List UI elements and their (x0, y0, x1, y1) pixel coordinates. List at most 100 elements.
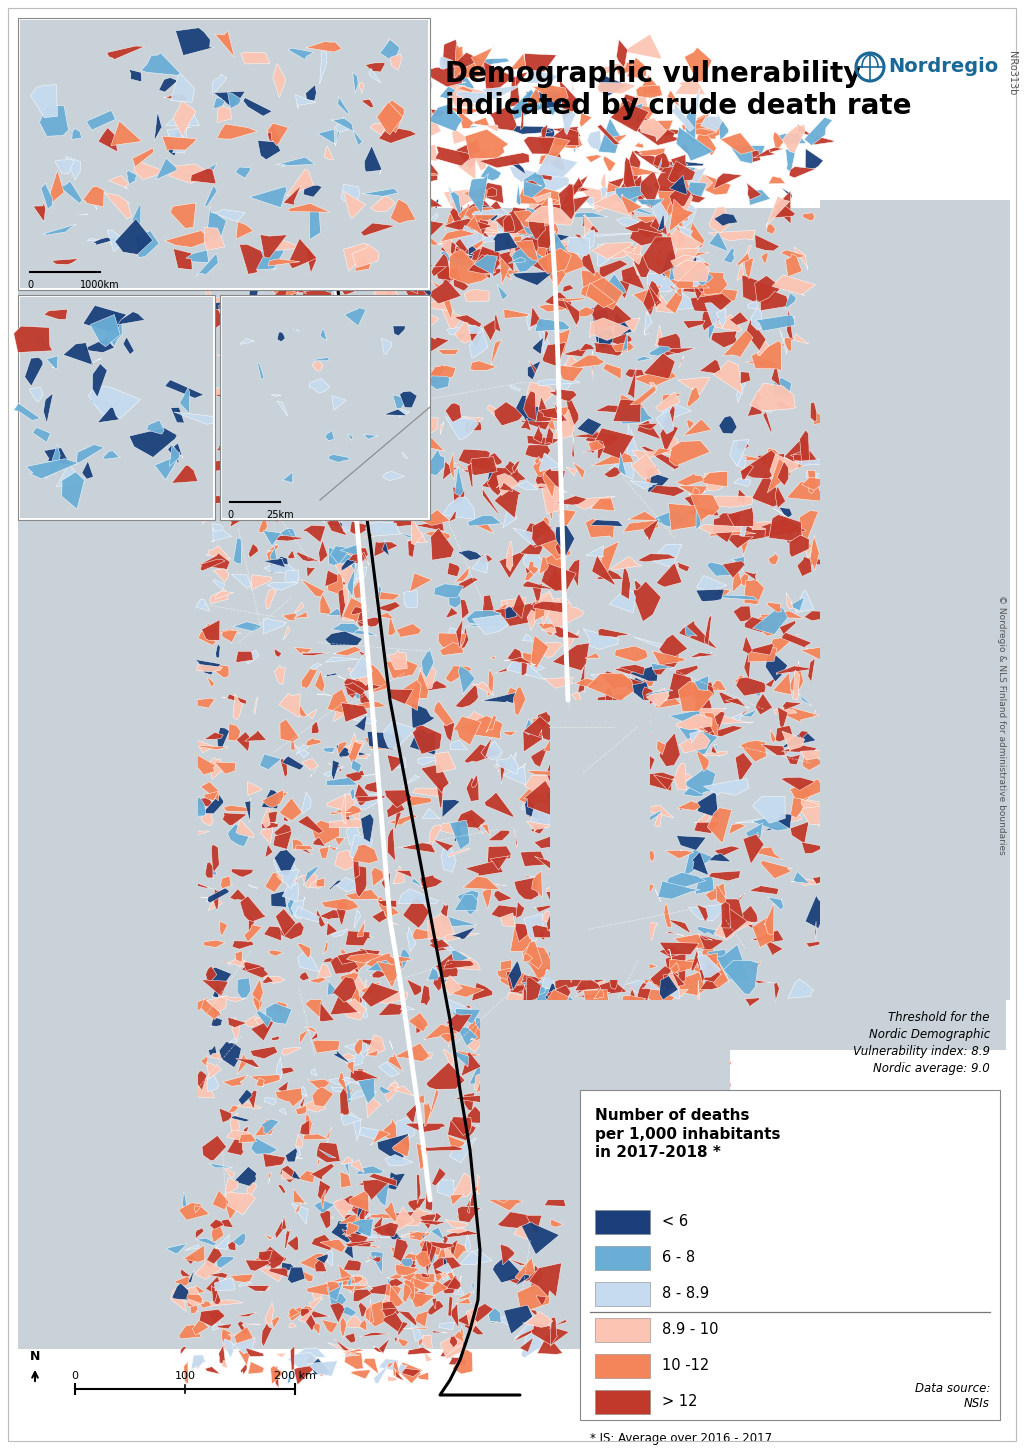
Polygon shape (600, 1020, 627, 1043)
Polygon shape (344, 1243, 353, 1258)
Polygon shape (259, 753, 282, 769)
Polygon shape (216, 643, 220, 658)
Polygon shape (446, 627, 463, 648)
Polygon shape (507, 649, 523, 664)
Polygon shape (802, 213, 815, 220)
Polygon shape (232, 1233, 246, 1246)
Polygon shape (546, 891, 570, 911)
Polygon shape (409, 1013, 428, 1032)
Polygon shape (528, 212, 546, 239)
Polygon shape (309, 207, 322, 239)
Polygon shape (450, 454, 455, 480)
Polygon shape (356, 1166, 384, 1174)
Polygon shape (204, 940, 225, 948)
Polygon shape (352, 129, 362, 145)
Polygon shape (369, 1282, 396, 1295)
Bar (595, 1390, 650, 1414)
Polygon shape (541, 804, 573, 814)
Polygon shape (397, 1365, 408, 1372)
Polygon shape (505, 607, 517, 619)
Polygon shape (409, 448, 429, 471)
Polygon shape (703, 713, 718, 736)
Polygon shape (378, 613, 394, 619)
Polygon shape (408, 1198, 426, 1213)
Polygon shape (340, 1084, 349, 1117)
Polygon shape (611, 556, 642, 569)
Polygon shape (810, 535, 819, 571)
Polygon shape (598, 782, 625, 801)
Polygon shape (410, 1232, 430, 1240)
Polygon shape (531, 201, 572, 213)
Polygon shape (542, 946, 555, 969)
Polygon shape (250, 413, 266, 438)
Polygon shape (602, 1049, 623, 1058)
Polygon shape (682, 1043, 715, 1071)
Polygon shape (529, 1264, 561, 1297)
Polygon shape (519, 1091, 553, 1100)
Polygon shape (338, 677, 353, 682)
Polygon shape (521, 539, 543, 555)
Polygon shape (174, 443, 183, 458)
Polygon shape (318, 129, 335, 143)
Polygon shape (249, 280, 259, 297)
Polygon shape (757, 454, 784, 478)
Polygon shape (104, 193, 132, 219)
Polygon shape (709, 232, 728, 252)
Polygon shape (683, 320, 706, 329)
Polygon shape (476, 1126, 490, 1129)
Polygon shape (757, 400, 781, 413)
Polygon shape (332, 241, 365, 256)
Polygon shape (170, 203, 197, 229)
Polygon shape (355, 223, 372, 239)
Polygon shape (509, 1072, 532, 1101)
Polygon shape (402, 1284, 412, 1303)
Polygon shape (646, 688, 670, 707)
Polygon shape (682, 507, 719, 516)
Polygon shape (744, 617, 763, 633)
Polygon shape (270, 556, 288, 574)
Polygon shape (689, 88, 700, 113)
Polygon shape (236, 651, 253, 662)
Polygon shape (249, 187, 287, 207)
Polygon shape (387, 1362, 393, 1368)
Polygon shape (585, 793, 592, 810)
Polygon shape (319, 213, 328, 241)
Polygon shape (339, 449, 352, 455)
Polygon shape (785, 149, 796, 174)
Polygon shape (260, 388, 288, 397)
Polygon shape (385, 410, 407, 416)
Polygon shape (690, 294, 732, 312)
Polygon shape (530, 1265, 544, 1291)
Polygon shape (767, 458, 792, 493)
Polygon shape (605, 687, 613, 714)
Polygon shape (322, 898, 359, 910)
Polygon shape (466, 610, 502, 627)
Polygon shape (531, 520, 556, 546)
Polygon shape (213, 1321, 226, 1330)
Polygon shape (653, 775, 674, 790)
Polygon shape (766, 223, 775, 235)
Polygon shape (452, 1051, 469, 1066)
Polygon shape (289, 477, 303, 481)
Polygon shape (495, 313, 501, 332)
Polygon shape (263, 494, 268, 513)
Polygon shape (525, 206, 575, 225)
Polygon shape (371, 201, 394, 226)
Polygon shape (801, 749, 835, 761)
Polygon shape (275, 909, 296, 936)
Polygon shape (468, 516, 502, 526)
Polygon shape (356, 465, 364, 485)
Polygon shape (352, 72, 358, 93)
Polygon shape (689, 193, 706, 203)
Polygon shape (676, 665, 698, 681)
Polygon shape (350, 1287, 355, 1293)
Polygon shape (642, 687, 654, 706)
Polygon shape (282, 1171, 293, 1179)
Polygon shape (202, 620, 220, 640)
Polygon shape (468, 255, 501, 274)
Polygon shape (649, 485, 685, 497)
Polygon shape (368, 1181, 393, 1193)
Polygon shape (202, 794, 223, 814)
Polygon shape (548, 959, 556, 980)
Polygon shape (351, 398, 370, 412)
